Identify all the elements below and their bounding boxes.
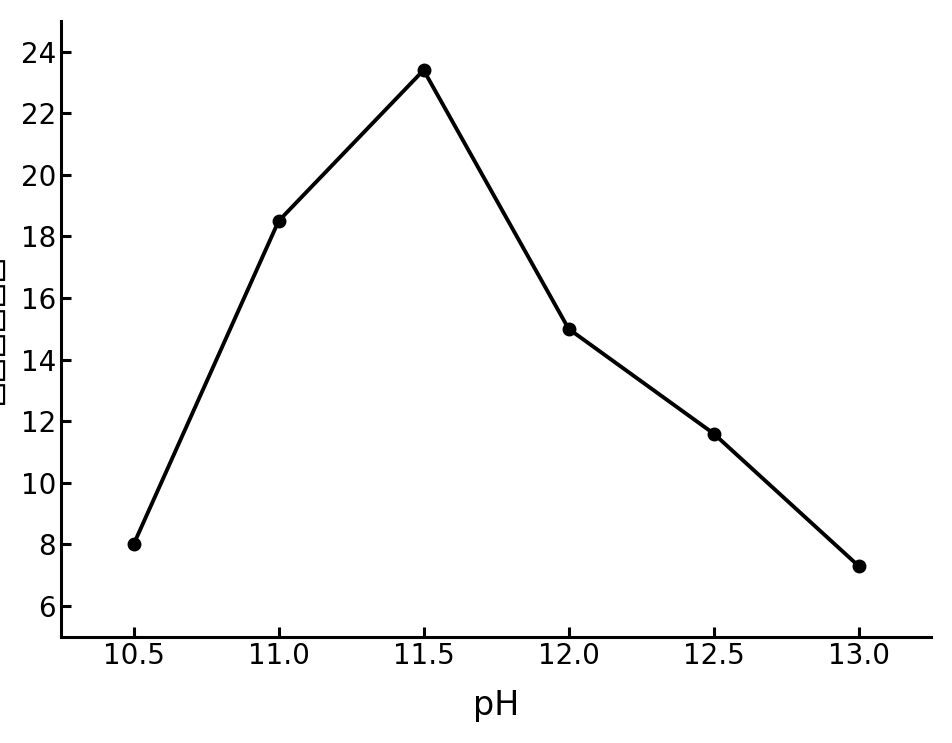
X-axis label: pH: pH (473, 690, 519, 722)
Text: 发光强度比値: 发光强度比値 (0, 254, 6, 404)
